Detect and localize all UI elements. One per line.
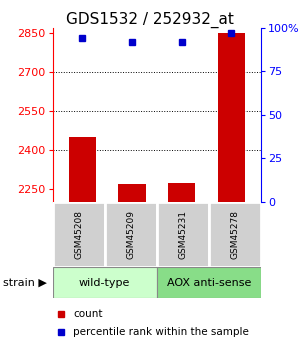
- Bar: [69, 137, 96, 202]
- Text: strain ▶: strain ▶: [3, 278, 47, 288]
- Text: GDS1532 / 252932_at: GDS1532 / 252932_at: [66, 12, 234, 28]
- Bar: [52, 202, 105, 267]
- Bar: [168, 183, 195, 202]
- Bar: [52, 267, 157, 298]
- Text: GSM45231: GSM45231: [178, 210, 187, 259]
- Bar: [218, 33, 245, 202]
- Text: GSM45208: GSM45208: [74, 210, 83, 259]
- Text: count: count: [73, 308, 103, 318]
- Bar: [157, 202, 209, 267]
- Text: GSM45209: GSM45209: [126, 210, 135, 259]
- Bar: [209, 202, 261, 267]
- Text: GSM45278: GSM45278: [230, 210, 239, 259]
- Text: AOX anti-sense: AOX anti-sense: [167, 278, 251, 288]
- Text: percentile rank within the sample: percentile rank within the sample: [73, 327, 249, 336]
- Bar: [105, 202, 157, 267]
- Bar: [118, 184, 146, 202]
- Bar: [157, 267, 261, 298]
- Text: wild-type: wild-type: [79, 278, 130, 288]
